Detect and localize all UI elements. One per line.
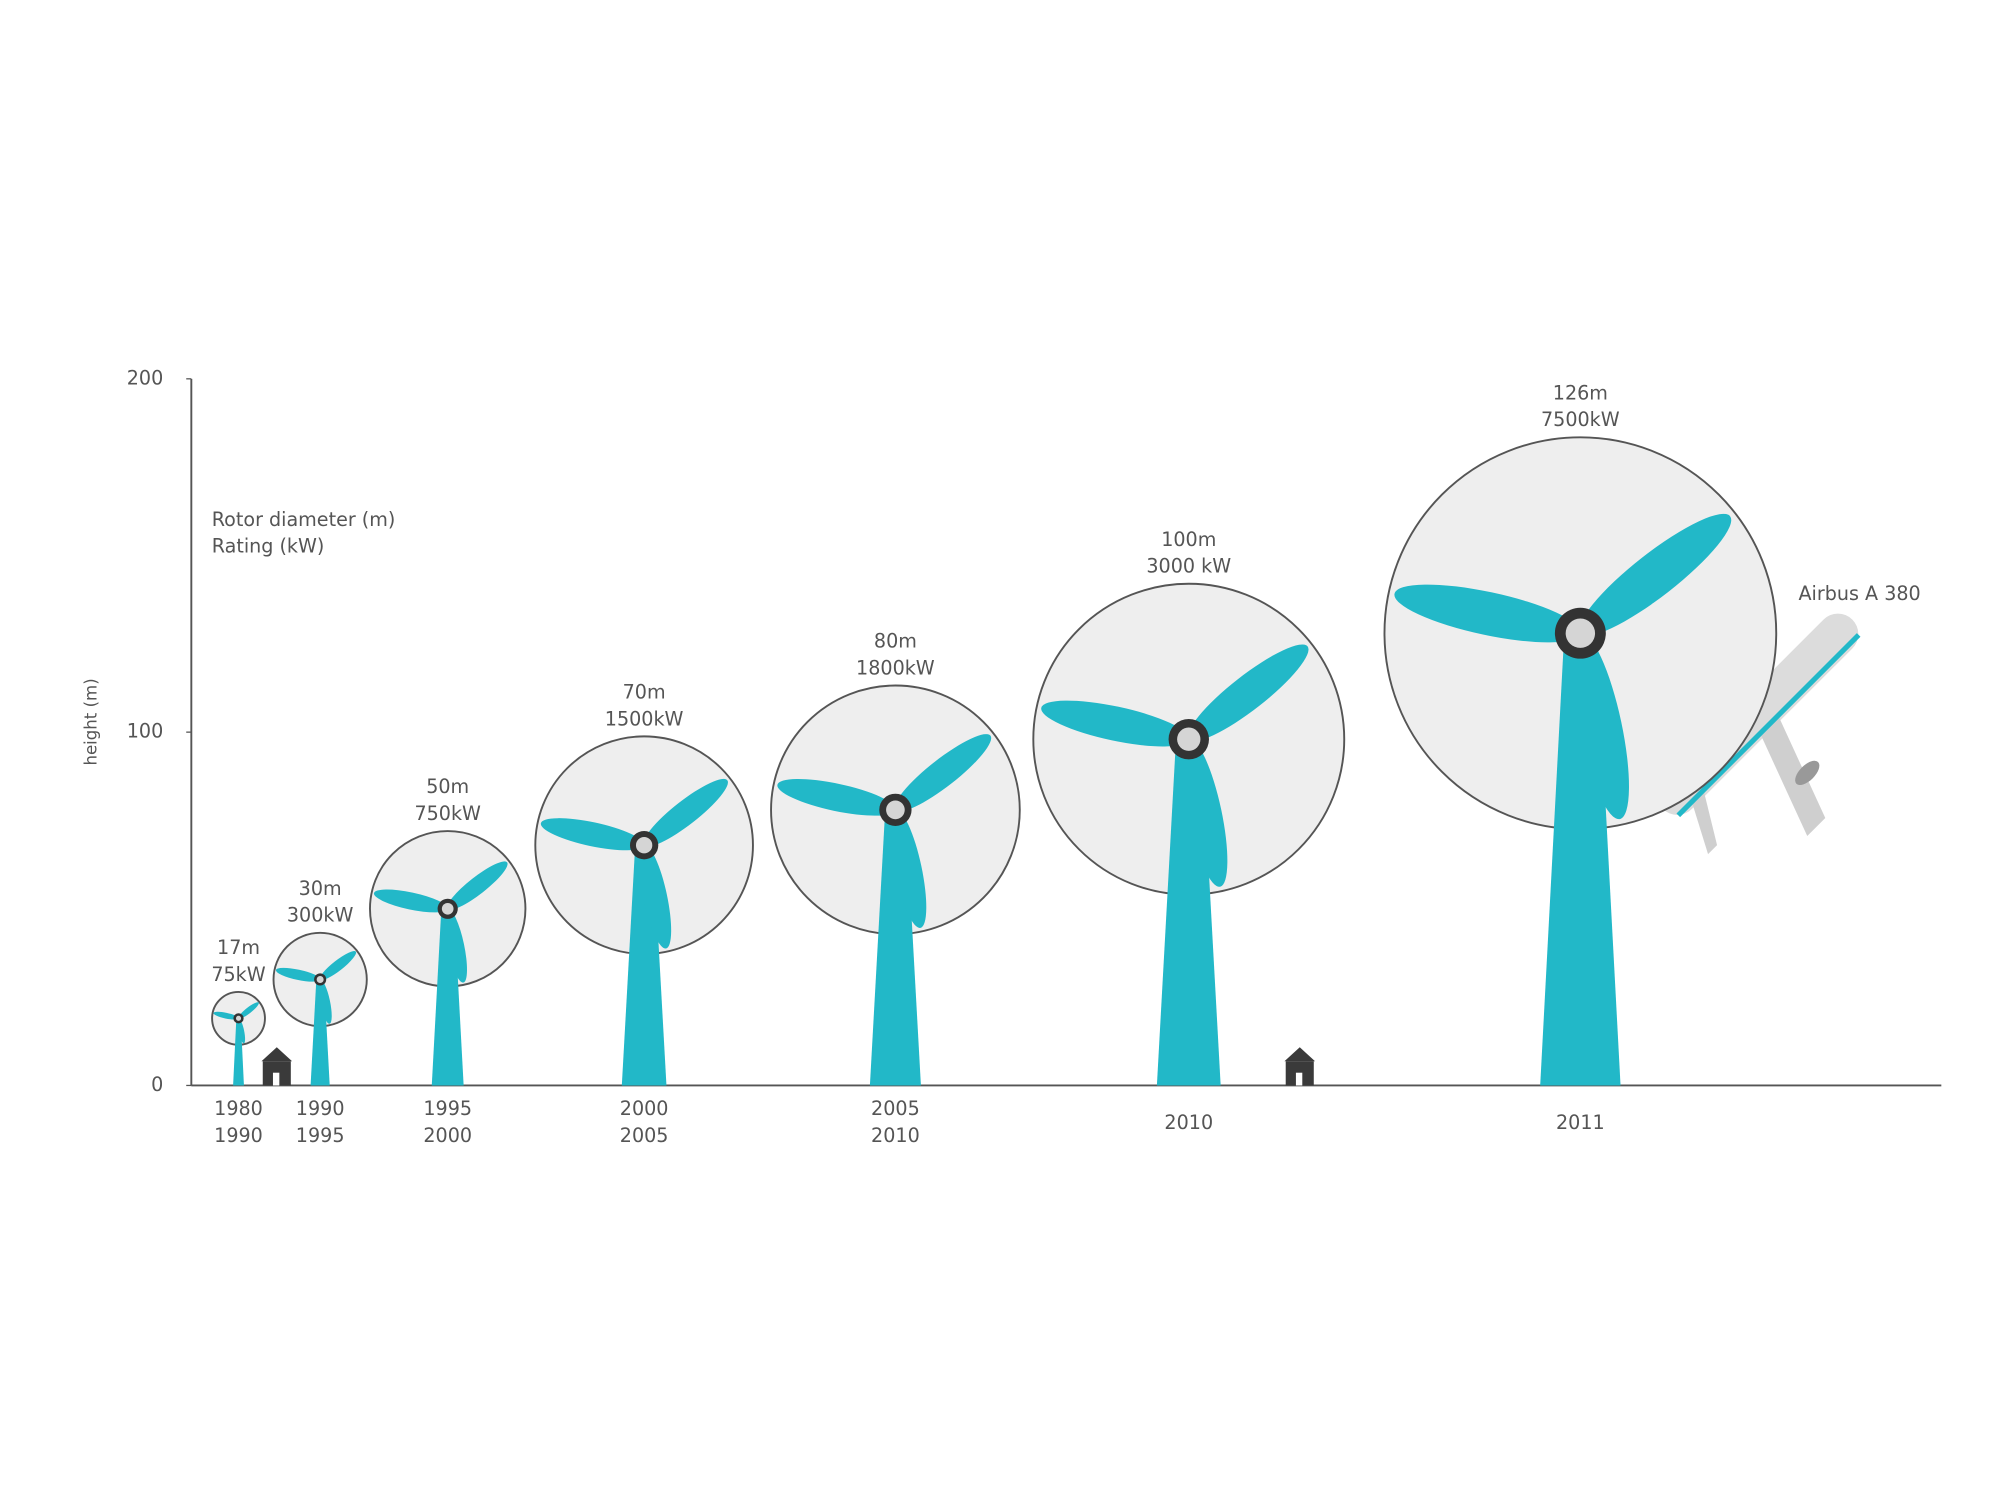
diameter-label: 30m	[299, 877, 342, 900]
rating-label: 1800kW	[856, 656, 935, 679]
x-tick-label: 1995	[423, 1097, 472, 1120]
diameter-label: 80m	[874, 630, 917, 653]
blade	[1181, 739, 1228, 887]
rating-label: 75kW	[211, 963, 265, 986]
blade	[889, 809, 927, 928]
blade	[1394, 584, 1581, 643]
hub-center	[441, 902, 454, 915]
x-tick-label: 2000	[423, 1124, 472, 1147]
blade	[643, 778, 728, 847]
blade	[238, 1002, 259, 1019]
hub-center	[1565, 618, 1596, 648]
blade	[373, 889, 448, 913]
blade	[1041, 700, 1189, 747]
x-tick-label: 2011	[1556, 1111, 1605, 1134]
blade	[540, 818, 645, 851]
rating-label: 3000 kW	[1146, 555, 1231, 578]
y-tick-label: 0	[151, 1073, 163, 1096]
y-axis-label: height (m)	[81, 678, 100, 765]
hub-center	[1177, 727, 1201, 751]
blade	[317, 979, 332, 1024]
diameter-label: 17m	[217, 936, 260, 959]
legend-diameter: Rotor diameter (m)	[212, 508, 396, 531]
diameter-label: 126m	[1553, 381, 1608, 404]
blade	[213, 1011, 239, 1020]
blade	[319, 951, 357, 981]
x-tick-label: 2000	[620, 1097, 669, 1120]
diameter-label: 100m	[1161, 528, 1216, 551]
x-tick-label: 1990	[296, 1097, 345, 1120]
hub-center	[886, 800, 905, 820]
y-tick-label: 100	[127, 720, 164, 743]
diameter-label: 70m	[623, 681, 666, 704]
x-tick-label: 2005	[871, 1097, 920, 1120]
blade	[777, 778, 896, 816]
diameter-label: 50m	[426, 775, 469, 798]
blade	[1579, 513, 1732, 636]
x-tick-label: 1995	[296, 1124, 345, 1147]
x-tick-label: 1990	[214, 1124, 263, 1147]
blade	[275, 967, 321, 982]
hub-center	[235, 1015, 242, 1021]
y-tick-label: 200	[127, 366, 164, 389]
annotation: Airbus A 380	[1798, 582, 1920, 605]
blade	[444, 908, 468, 983]
blade	[639, 845, 672, 949]
house	[261, 1047, 293, 1086]
rating-label: 300kW	[287, 904, 354, 927]
hub-center	[316, 975, 324, 983]
x-tick-label: 2005	[620, 1124, 669, 1147]
rating-label: 750kW	[414, 802, 481, 825]
legend-rating: Rating (kW)	[212, 535, 325, 558]
x-tick-label: 2010	[1164, 1111, 1213, 1134]
blade	[1187, 644, 1309, 742]
rating-label: 7500kW	[1541, 408, 1620, 431]
x-tick-label: 1980	[214, 1097, 263, 1120]
rating-label: 1500kW	[605, 707, 684, 730]
x-tick-label: 2010	[871, 1124, 920, 1147]
hub-center	[635, 837, 653, 854]
blade	[237, 1018, 246, 1044]
house	[1284, 1047, 1316, 1086]
blade	[447, 861, 508, 910]
blade	[894, 734, 992, 812]
blade	[1571, 633, 1629, 820]
